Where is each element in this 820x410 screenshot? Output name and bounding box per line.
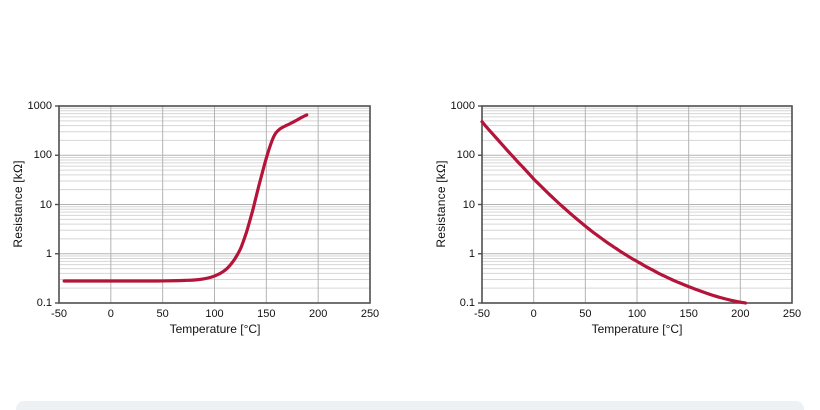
y-axis-title: Resistance [kΩ] (11, 160, 25, 248)
y-tick-label: 1 (468, 247, 475, 260)
y-tick-label: 0.1 (36, 297, 52, 309)
y-tick-label: 1 (45, 247, 52, 260)
y-tick-label: 10 (39, 198, 52, 211)
x-tick-label: 0 (530, 308, 537, 320)
x-tick-label: 250 (782, 308, 802, 320)
x-axis-title: Temperature [°C] (169, 322, 261, 336)
x-tick-label: 200 (308, 308, 328, 320)
y-axis-title: Resistance [kΩ] (434, 160, 448, 248)
x-tick-label: -50 (474, 308, 490, 320)
x-tick-label: 50 (579, 308, 592, 320)
x-tick-label: -50 (51, 308, 67, 320)
ptc-plot-area (55, 105, 371, 304)
footer-strip (16, 401, 804, 410)
ntc-plot-area (478, 105, 793, 305)
y-tick-label: 0.1 (459, 297, 475, 309)
x-tick-label: 0 (107, 308, 114, 320)
y-tick-label: 1000 (27, 100, 52, 112)
resistance-curve (62, 113, 309, 283)
chart-ntc: Resistance [kΩ] Temperature [°C] 1000 100… (410, 0, 820, 410)
chart-ptc: Resistance [kΩ] Temperature [°C] 1000 100… (11, 100, 380, 336)
x-tick-label: 100 (205, 308, 224, 320)
y-tick-label: 100 (33, 149, 52, 162)
resistance-curve (480, 120, 748, 305)
x-tick-label: 100 (627, 308, 647, 320)
y-tick-label: 1000 (450, 100, 475, 112)
x-tick-label: 50 (156, 308, 169, 320)
x-axis-title: Temperature [°C] (591, 322, 683, 336)
x-tick-label: 150 (257, 308, 276, 320)
x-tick-label: 150 (679, 308, 698, 320)
x-tick-label: 250 (360, 308, 380, 320)
y-tick-label: 10 (462, 198, 475, 211)
x-tick-label: 200 (731, 308, 750, 320)
y-tick-label: 100 (456, 149, 475, 162)
